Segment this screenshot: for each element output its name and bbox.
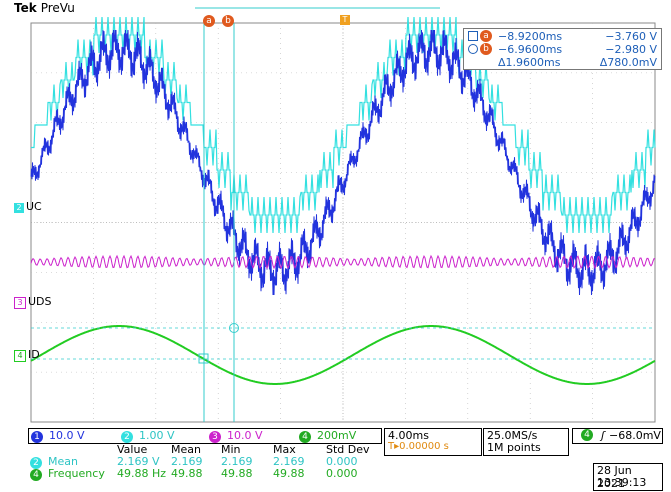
cursor-b-volt: −2.980 V: [605, 43, 657, 56]
ch3-scale-value: 10.0 V: [227, 429, 263, 442]
ch3-marker: 3: [14, 297, 26, 309]
meas-row-1-badge: 2: [30, 457, 42, 469]
trigger-position-marker[interactable]: T: [340, 15, 350, 25]
meas-row-2-value: 49.88 Hz: [117, 467, 167, 480]
timebase-panel[interactable]: 4.00ms T▸0.00000 s: [384, 428, 482, 456]
cursor-delta-row: Δ1.9600ms Δ780.0mV: [464, 56, 661, 69]
ch4-name: ID: [28, 348, 40, 361]
trace-layer: [30, 16, 656, 385]
meas-header-mean: Mean: [171, 443, 201, 456]
ch4-ground-label[interactable]: 4 ID: [14, 348, 40, 362]
meas-row-2[interactable]: 4 Frequency: [30, 467, 105, 481]
ch3-trace: [30, 254, 656, 270]
brand-label: Tek PreVu: [14, 1, 75, 15]
cursor-a-tag[interactable]: a: [203, 15, 215, 27]
timebase-scale: 4.00ms: [388, 429, 429, 442]
ch2-ground-label[interactable]: 2 UC: [14, 200, 42, 213]
ch2-badge: 2: [121, 431, 133, 443]
meas-row-2-min: 49.88: [221, 467, 253, 480]
acquisition-mode: PreVu: [40, 1, 75, 15]
ch4-scale[interactable]: 4 200mV: [299, 429, 356, 443]
cursor-a-badge: a: [480, 30, 492, 42]
cursor-b-time: −6.9600ms: [498, 43, 563, 56]
ch4-trace: [30, 325, 656, 385]
cursor-a-time: −8.9200ms: [498, 30, 563, 43]
meas-header-max: Max: [273, 443, 296, 456]
cursor-b-row: b −6.9600ms −2.980 V: [464, 43, 661, 56]
square-icon: [468, 31, 478, 41]
circle-icon: [468, 44, 478, 54]
ch1-trace: [30, 29, 656, 296]
trigger-panel[interactable]: 4 ʃ −68.0mV: [572, 428, 663, 444]
trigger-source-badge: 4: [581, 429, 593, 441]
cursor-readout: a −8.9200ms −3.760 V b −6.9600ms −2.980 …: [463, 28, 662, 70]
time-label: 13:39:13: [597, 476, 647, 489]
acquisition-panel[interactable]: 25.0MS/s 1M points: [483, 428, 569, 456]
ch3-badge: 3: [209, 431, 221, 443]
ch1-scale[interactable]: 1 10.0 V: [31, 429, 85, 443]
cursor-layer[interactable]: [31, 7, 655, 422]
scope-header: Tek PreVu: [0, 0, 671, 16]
meas-row-2-name: Frequency: [48, 467, 105, 480]
trigger-level: −68.0mV: [609, 429, 661, 442]
ch2-marker: 2: [14, 203, 24, 213]
cursor-delta-volt: Δ780.0mV: [599, 56, 657, 69]
ch2-scale[interactable]: 2 1.00 V: [121, 429, 175, 443]
cursor-b-tag[interactable]: b: [222, 15, 234, 27]
meas-header-value: Value: [117, 443, 148, 456]
timebase-position: T▸0.00000 s: [388, 441, 449, 452]
ch4-scale-value: 200mV: [317, 429, 357, 442]
ch2-name: UC: [26, 200, 42, 213]
cursor-delta-time: Δ1.9600ms: [498, 56, 561, 69]
meas-row-1-mean: 2.169: [171, 455, 203, 468]
meas-row-1-value: 2.169 V: [117, 455, 160, 468]
ch2-scale-value: 1.00 V: [139, 429, 175, 442]
cursor-a-volt: −3.760 V: [605, 30, 657, 43]
ch1-scale-value: 10.0 V: [49, 429, 85, 442]
ch4-marker: 4: [14, 350, 26, 362]
ch3-ground-label[interactable]: 3 UDS: [14, 295, 52, 309]
cursor-b-handle: [229, 323, 239, 333]
meas-row-1-std: 0.000: [326, 455, 358, 468]
meas-row-2-max: 49.88: [273, 467, 305, 480]
cursor-a-handle: [198, 353, 209, 364]
meas-row-1-max: 2.169: [273, 455, 305, 468]
brand-name: Tek: [14, 1, 37, 15]
meas-header-stddev: Std Dev: [326, 443, 370, 456]
cursor-b-badge: b: [480, 43, 492, 55]
date-label: 28 Jun 2021: [597, 464, 632, 490]
meas-header-min: Min: [221, 443, 241, 456]
meas-row-1[interactable]: 2 Mean: [30, 455, 78, 469]
trigger-slope-icon: ʃ: [601, 429, 605, 442]
ch4-badge: 4: [299, 431, 311, 443]
meas-row-2-badge: 4: [30, 469, 42, 481]
record-length: 1M points: [487, 441, 541, 454]
meas-row-1-name: Mean: [48, 455, 78, 468]
meas-row-2-std: 0.000: [326, 467, 358, 480]
ch3-scale[interactable]: 3 10.0 V: [209, 429, 263, 443]
datetime-panel: 28 Jun 2021 13:39:13: [593, 463, 663, 491]
meas-row-1-min: 2.169: [221, 455, 253, 468]
meas-row-2-mean: 49.88: [171, 467, 203, 480]
cursor-a-row: a −8.9200ms −3.760 V: [464, 30, 661, 43]
ch3-name: UDS: [28, 295, 52, 308]
channel-scale-bar: 1 10.0 V 2 1.00 V 3 10.0 V 4 200mV: [28, 428, 382, 444]
ch1-badge: 1: [31, 431, 43, 443]
sample-rate: 25.0MS/s: [487, 429, 538, 442]
